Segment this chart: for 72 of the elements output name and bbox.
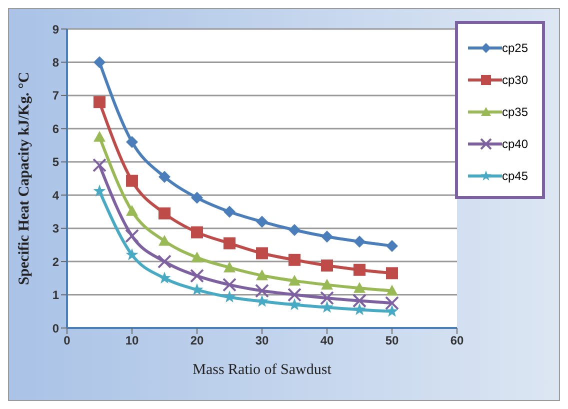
y-tick-label: 9 xyxy=(52,22,60,36)
point xyxy=(321,260,333,272)
point xyxy=(224,206,236,218)
point xyxy=(288,288,302,302)
point xyxy=(256,247,268,260)
x-tick-label: 20 xyxy=(190,334,204,348)
point xyxy=(158,170,170,183)
point xyxy=(94,56,106,68)
point xyxy=(224,262,236,272)
point xyxy=(288,298,301,310)
point xyxy=(386,304,398,317)
point xyxy=(126,248,138,260)
point xyxy=(190,268,204,283)
x-tick-label: 10 xyxy=(125,334,139,348)
x-tick-label: 60 xyxy=(450,334,464,348)
point xyxy=(126,174,138,187)
y-tick-label: 2 xyxy=(52,254,60,269)
point xyxy=(321,278,333,290)
point xyxy=(126,205,138,216)
point xyxy=(191,252,203,262)
point xyxy=(256,216,268,228)
point xyxy=(288,254,300,266)
point xyxy=(320,291,334,306)
legend-label: cp30 xyxy=(502,73,528,87)
x-tick-label: 30 xyxy=(255,334,269,348)
point xyxy=(158,254,172,269)
point xyxy=(386,240,398,252)
y-tick-label: 0 xyxy=(52,321,60,336)
point xyxy=(191,192,203,204)
point xyxy=(321,230,333,243)
point xyxy=(191,226,203,238)
point xyxy=(224,237,236,250)
point xyxy=(385,296,399,310)
y-tick-label: 8 xyxy=(52,55,60,70)
point xyxy=(125,228,139,243)
legend-label: cp45 xyxy=(502,169,528,183)
point xyxy=(352,294,366,308)
point xyxy=(222,278,236,292)
point xyxy=(158,207,170,220)
point xyxy=(354,282,366,293)
y-tick-label: 4 xyxy=(52,188,60,202)
point xyxy=(94,96,106,108)
point xyxy=(126,136,138,148)
point xyxy=(320,300,334,313)
point xyxy=(93,184,106,196)
point xyxy=(255,284,269,298)
x-axis-title: Mass Ratio of Sawdust xyxy=(192,362,332,378)
point xyxy=(158,234,170,246)
point xyxy=(353,303,366,316)
x-tick-label: 40 xyxy=(320,334,334,348)
y-tick-label: 1 xyxy=(52,288,60,302)
point xyxy=(288,224,300,236)
point xyxy=(92,158,106,172)
legend-label: cp40 xyxy=(502,137,528,151)
y-axis-title: Specific Heat Capacity kJ/Kg. °C xyxy=(16,72,32,286)
point xyxy=(158,272,171,284)
point xyxy=(288,274,300,286)
legend-label: cp35 xyxy=(502,105,528,119)
point xyxy=(386,267,398,280)
y-tick-label: 5 xyxy=(52,155,60,170)
point xyxy=(386,284,398,296)
point xyxy=(256,270,268,280)
x-tick-label: 50 xyxy=(385,334,399,348)
point xyxy=(354,264,366,276)
point xyxy=(94,130,106,142)
y-tick-label: 3 xyxy=(52,222,60,236)
legend-label: cp25 xyxy=(502,41,528,55)
point xyxy=(354,236,366,248)
y-tick-label: 6 xyxy=(52,122,60,136)
y-tick-label: 7 xyxy=(52,88,60,103)
x-tick-label: 0 xyxy=(64,334,71,348)
point xyxy=(256,294,268,307)
